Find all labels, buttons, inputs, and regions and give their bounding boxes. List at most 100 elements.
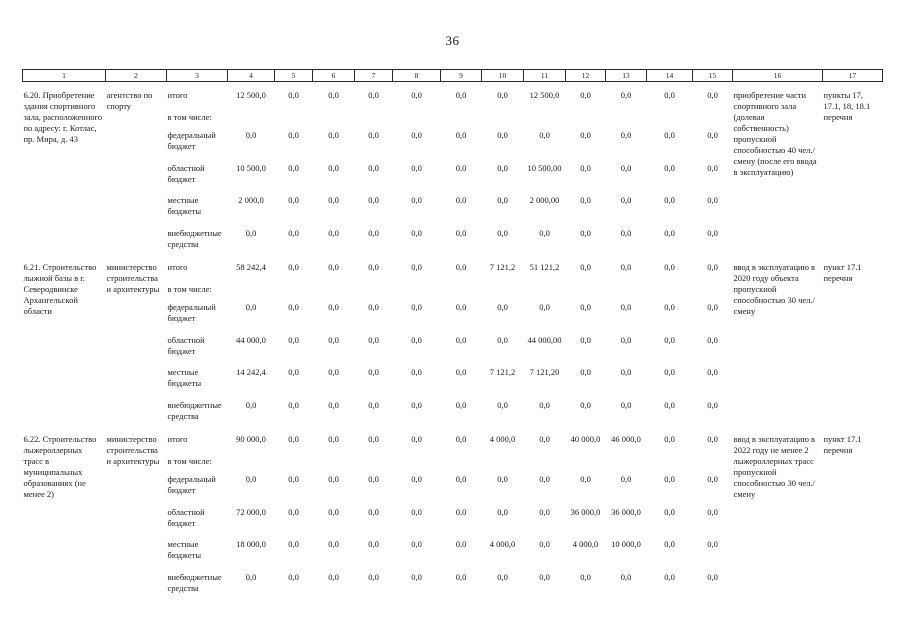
amount-spacer [482, 112, 524, 130]
amount-cell: 40 000,0 0,0 36 000,0 4 000,0 0,0 [566, 426, 606, 598]
amount-value: 0,0 [411, 335, 422, 345]
amount-value: 0,0 [288, 572, 299, 582]
budget-line-label: федеральный бюджет [167, 474, 216, 495]
budget-lines-cell: итого в том числе: федеральный бюджет облас… [167, 82, 228, 255]
table-header-row: 1 2 3 4 5 6 7 8 9 10 11 12 13 14 15 16 17 [22, 69, 883, 82]
amount-value: 0,0 [328, 474, 339, 484]
amount-value: 36 000,0 [570, 507, 601, 517]
amount-value: 0,0 [245, 400, 257, 410]
amount-value: 0,0 [497, 90, 508, 100]
amount-value: 0,0 [455, 130, 467, 140]
amount-value: 0,0 [411, 163, 422, 173]
amount-value: 0,0 [455, 195, 467, 205]
amount-cell: 0,0 0,0 0,0 0,0 0,0 [313, 254, 355, 426]
amount-value: 0,0 [620, 163, 632, 173]
header-cell-4: 4 [227, 69, 275, 82]
header-cell-12: 12 [565, 69, 606, 82]
header-cell-5: 5 [274, 69, 313, 82]
amount-cell: 4 000,0 0,0 0,0 4 000,0 0,0 [482, 426, 524, 598]
amount-value: 0,0 [620, 400, 632, 410]
amount-value: 44 000,0 [236, 335, 266, 345]
amount-spacer [355, 284, 393, 302]
amount-cell: 0,0 0,0 0,0 0,0 0,0 [524, 426, 566, 598]
budget-line-label: в том числе: [167, 456, 212, 466]
amount-spacer [524, 112, 566, 130]
header-cell-6: 6 [312, 69, 355, 82]
amount-spacer [566, 284, 606, 302]
amount-spacer [228, 284, 275, 302]
amount-value: 0,0 [707, 367, 718, 377]
amount-value: 0,0 [707, 262, 718, 272]
budget-line-label: областной бюджет [167, 335, 205, 356]
amount-value: 0,0 [411, 434, 422, 444]
amount-value: 0,0 [497, 163, 508, 173]
amount-value: 0,0 [245, 474, 257, 484]
amount-cell: 0,0 0,0 0,0 0,0 0,0 [355, 426, 393, 598]
amount-cell: 0,0 0,0 0,0 0,0 0,0 [693, 426, 733, 598]
amount-value: 0,0 [455, 507, 467, 517]
amount-value: 0,0 [411, 195, 422, 205]
amount-value: 0,0 [580, 474, 591, 484]
amount-cell: 0,0 0,0 0,0 0,0 0,0 [441, 82, 482, 255]
budget-line-label: федеральный бюджет [167, 302, 216, 323]
amount-value: 0,0 [245, 130, 257, 140]
amount-spacer [393, 112, 441, 130]
amount-value: 0,0 [328, 130, 339, 140]
amount-value: 0,0 [368, 130, 379, 140]
executor-cell: министерство строительства и архитектуры [106, 434, 160, 466]
amount-value: 0,0 [328, 163, 339, 173]
amount-value: 4 000,0 [572, 539, 599, 549]
amount-value: 0,0 [620, 90, 632, 100]
amount-value: 0,0 [455, 434, 467, 444]
amount-value: 10 500,0 [236, 163, 266, 173]
amount-value: 0,0 [497, 474, 508, 484]
amount-spacer [482, 284, 524, 302]
reference-cell: пункт 17.1 перечня [823, 262, 862, 283]
budget-line-label: внебюджетные средства [167, 228, 222, 249]
budget-line-label: федеральный бюджет [167, 130, 216, 151]
amount-value: 51 121,2 [529, 262, 560, 272]
amount-value: 0,0 [580, 90, 591, 100]
amount-value: 0,0 [497, 302, 508, 312]
amount-value: 0,0 [497, 195, 508, 205]
amount-spacer [606, 456, 647, 474]
amount-value: 0,0 [707, 130, 718, 140]
amount-cell: 0,0 0,0 0,0 0,0 0,0 [313, 426, 355, 598]
amount-value: 10 500,00 [527, 163, 562, 173]
amount-cell: 0,0 0,0 0,0 0,0 0,0 [355, 254, 393, 426]
header-cell-8: 8 [392, 69, 441, 82]
amount-spacer [355, 456, 393, 474]
amount-value: 0,0 [620, 228, 632, 238]
result-cell: ввод в эксплуатацию в 2022 году не менее… [733, 434, 816, 499]
amount-value: 0,0 [580, 130, 591, 140]
amount-value: 0,0 [368, 262, 379, 272]
amount-cell: 0,0 0,0 0,0 0,0 0,0 [647, 82, 693, 255]
amount-value: 0,0 [497, 507, 508, 517]
amount-value: 0,0 [245, 572, 257, 582]
amount-cell: 0,0 0,0 0,0 0,0 0,0 [647, 254, 693, 426]
amount-cell: 0,0 0,0 0,0 0,0 0,0 [566, 254, 606, 426]
amount-value: 14 242,4 [236, 367, 266, 377]
amount-spacer [647, 112, 693, 130]
amount-value: 0,0 [411, 572, 422, 582]
amount-value: 0,0 [620, 302, 632, 312]
amount-value: 0,0 [539, 507, 550, 517]
amount-spacer [441, 284, 482, 302]
amount-cell: 0,0 0,0 0,0 0,0 0,0 [313, 82, 355, 255]
project-name-cell: 6.21. Строительство лыжной базы в г. Сев… [23, 262, 97, 316]
amount-value: 0,0 [707, 434, 718, 444]
amount-value: 44 000,00 [527, 335, 562, 345]
amount-value: 0,0 [288, 262, 299, 272]
amount-value: 58 242,4 [236, 262, 266, 272]
amount-cell: 0,0 0,0 0,0 0,0 0,0 [441, 254, 482, 426]
amount-value: 0,0 [707, 539, 718, 549]
amount-value: 0,0 [620, 130, 632, 140]
amount-value: 0,0 [664, 90, 675, 100]
amount-value: 0,0 [328, 367, 339, 377]
amount-value: 0,0 [707, 572, 718, 582]
amount-spacer [228, 456, 275, 474]
amount-value: 0,0 [620, 572, 632, 582]
amount-spacer [647, 456, 693, 474]
budget-line-label: итого [167, 90, 188, 100]
amount-spacer [566, 112, 606, 130]
